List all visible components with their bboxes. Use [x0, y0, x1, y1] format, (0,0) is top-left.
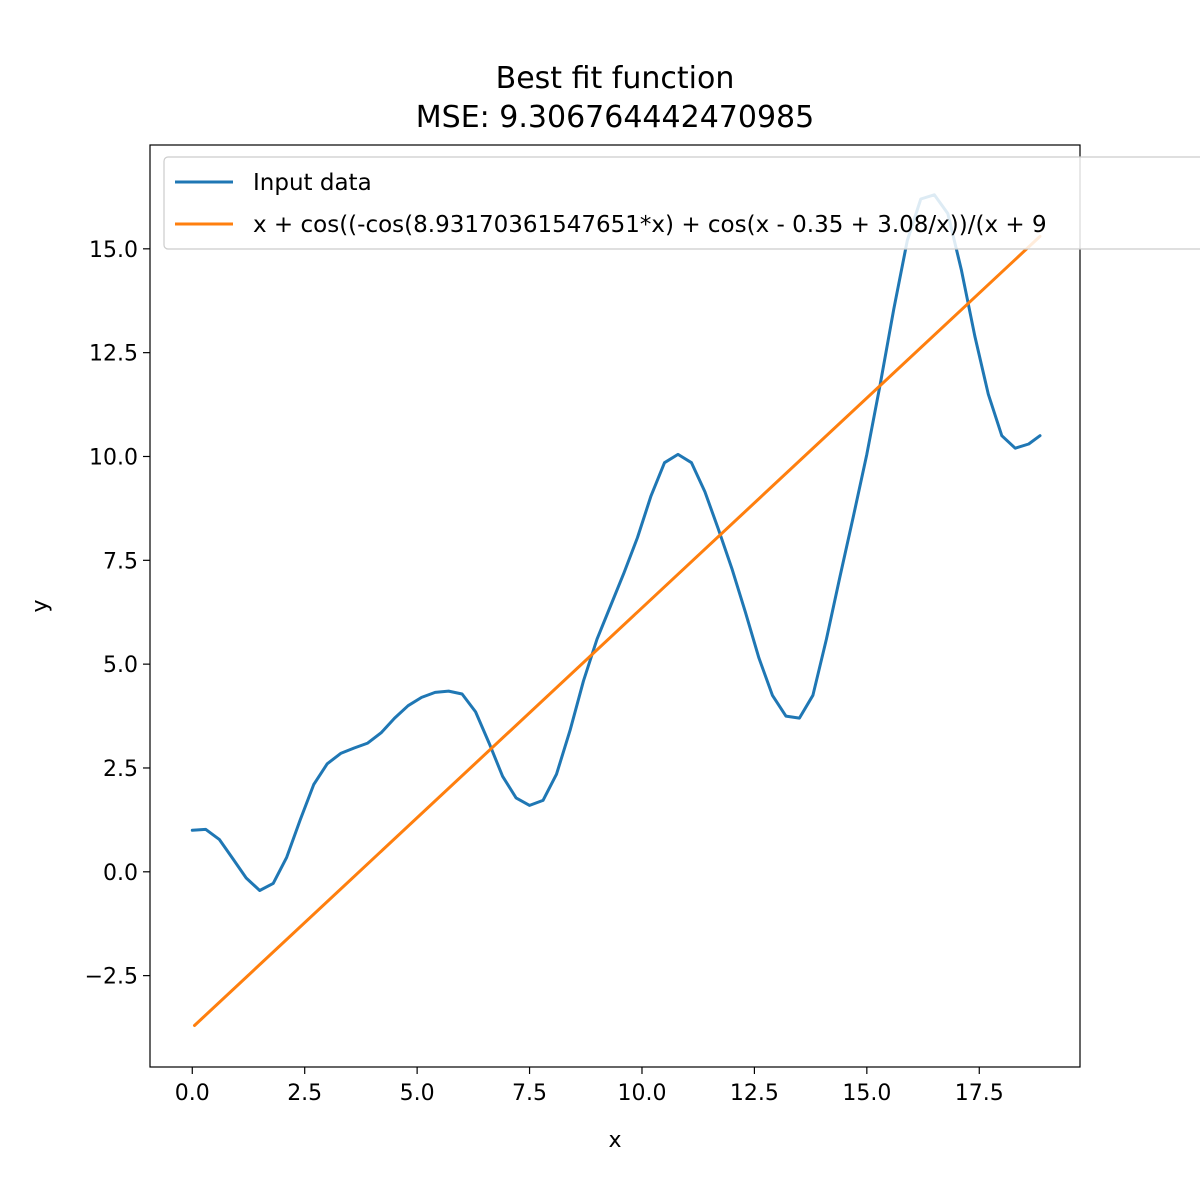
chart-title: Best fit function — [496, 61, 735, 96]
x-tick-label: 17.5 — [955, 1081, 1004, 1106]
x-tick-label: 0.0 — [175, 1081, 210, 1106]
x-tick-label: 5.0 — [400, 1081, 435, 1106]
y-tick-label: 0.0 — [103, 861, 138, 886]
axes-frame — [149, 144, 1081, 1068]
x-axis-label: x — [608, 1128, 621, 1153]
x-tick-label: 10.0 — [617, 1081, 666, 1106]
y-tick-label: 5.0 — [103, 653, 138, 678]
legend-entries: Input data x + cos((-cos(8.93170361547651… — [175, 170, 1047, 238]
y-axis-ticks: −2.5 0.0 2.5 5.0 7.5 10.0 12.5 15.0 — [85, 238, 150, 990]
series-layer — [190, 193, 1042, 1027]
x-tick-label: 2.5 — [287, 1081, 322, 1106]
y-tick-label: 12.5 — [89, 342, 138, 367]
x-tick-label: 12.5 — [730, 1081, 779, 1106]
legend-entry-label: x + cos((-cos(8.93170361547651*x) + cos(… — [253, 212, 1047, 238]
legend: Input data x + cos((-cos(8.93170361547651… — [163, 156, 1200, 250]
y-axis-label: y — [28, 599, 53, 612]
y-tick-label: 15.0 — [89, 238, 138, 263]
y-tick-label: 2.5 — [103, 757, 138, 782]
chart-subtitle: MSE: 9.306764442470985 — [416, 100, 814, 135]
y-tick-label: −2.5 — [85, 965, 138, 990]
legend-box — [163, 156, 1200, 250]
x-axis-ticks: 0.0 2.5 5.0 7.5 10.0 12.5 15.0 17.5 — [175, 1067, 1004, 1106]
series-line-input-data — [190, 193, 1042, 892]
y-tick-label: 7.5 — [103, 549, 138, 574]
x-tick-label: 15.0 — [842, 1081, 891, 1106]
x-tick-label: 7.5 — [512, 1081, 547, 1106]
legend-entry-label: Input data — [253, 170, 372, 196]
plot-area — [149, 144, 1081, 1068]
y-tick-label: 10.0 — [89, 445, 138, 470]
series-line-best-fit — [193, 234, 1042, 1027]
